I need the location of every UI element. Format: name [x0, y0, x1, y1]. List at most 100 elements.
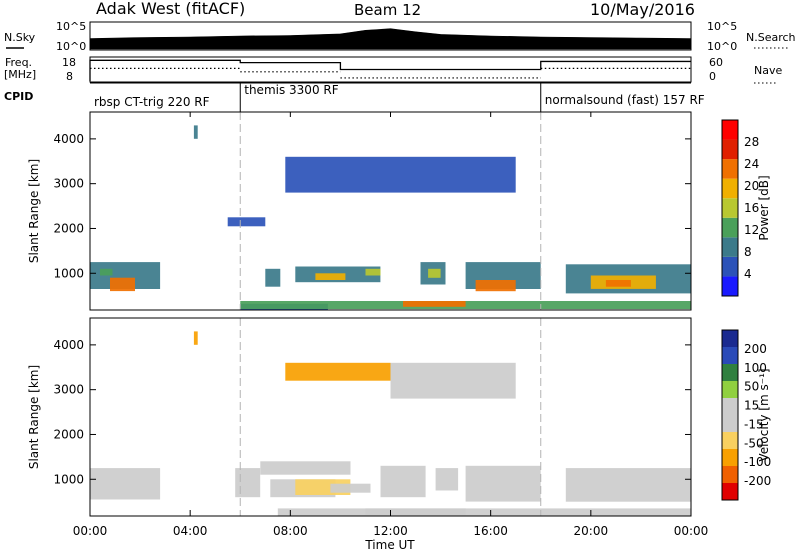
colorbar-swatch — [722, 381, 738, 398]
cpid-label: CPID — [4, 90, 33, 103]
colorbar-tick-label: 24 — [744, 157, 759, 171]
colorbar-swatch — [722, 483, 738, 500]
colorbar-swatch — [722, 449, 738, 466]
power-ylabel: Slant Range [km] — [27, 159, 41, 263]
beam-title: Beam 12 — [354, 1, 421, 19]
scatter-patch — [90, 468, 161, 500]
velocity-data — [90, 318, 691, 516]
colorbar-frame — [721, 329, 739, 501]
colorbar-tick-label: 200 — [744, 342, 767, 356]
time-axis: 00:00 04:00 08:00 12:00 16:00 20:00 00:00 — [73, 112, 709, 538]
colorbar-swatch — [722, 178, 738, 199]
scatter-patch — [285, 362, 391, 381]
freq-label: Freq. — [5, 56, 32, 69]
x-axis-label: Time UT — [364, 538, 415, 552]
colorbar-tick-label: 20 — [744, 179, 759, 193]
nsearch-tick-bottom: 10^0 — [707, 40, 737, 53]
colorbar-swatch — [722, 466, 738, 483]
velocity-colorbar: -200 -100 -50 -15 15 50 100 200 — [721, 329, 771, 501]
nsearch-label: N.Search — [746, 31, 796, 44]
nave-tick-top: 60 — [709, 56, 723, 69]
x-tick-label: 16:00 — [473, 524, 508, 538]
power-colorbar-label: Power [dB] — [757, 175, 771, 240]
colorbar-tick-label: 100 — [744, 361, 767, 375]
colorbar-swatch — [722, 237, 738, 257]
scatter-patch — [390, 362, 516, 399]
colorbar-swatch — [722, 432, 738, 449]
nsearch-tick-top: 10^5 — [707, 20, 737, 33]
scatter-patch — [365, 268, 381, 276]
scatter-patch — [428, 268, 441, 278]
scatter-patch — [330, 483, 371, 493]
colorbar-swatch — [722, 415, 738, 432]
colorbar-swatch — [722, 276, 738, 296]
scatter-patch — [365, 508, 466, 516]
freq-tick-top: 18 — [62, 56, 76, 69]
scatter-patch — [193, 331, 198, 345]
colorbar-tick-label: 4 — [744, 267, 752, 281]
velocity-ylabel: Slant Range [km] — [27, 365, 41, 469]
x-tick-label: 08:00 — [273, 524, 308, 538]
scatter-patch — [315, 273, 346, 280]
colorbar-tick-label: -100 — [744, 455, 771, 469]
colorbar-swatch — [722, 347, 738, 364]
colorbar-swatch — [722, 398, 738, 415]
scatter-patch — [240, 301, 692, 310]
nave-label: Nave — [754, 64, 782, 77]
colorbar-swatch — [722, 330, 738, 347]
scatter-patch — [435, 468, 459, 491]
scatter-patch — [465, 465, 541, 502]
colorbar-swatch — [722, 159, 738, 179]
scatter-patch — [380, 465, 426, 498]
x-tick-label: 04:00 — [173, 524, 208, 538]
scatter-patch — [265, 268, 281, 287]
x-tick-label: 00:00 — [674, 524, 709, 538]
colorbar-swatch — [722, 120, 738, 140]
scatter-patch — [235, 468, 261, 498]
nsky-label: N.Sky — [4, 31, 36, 44]
cpid-segment-rbsp: rbsp CT-trig 220 RF — [94, 95, 210, 109]
y-tick-label: 3000 — [53, 177, 84, 191]
station-title: Adak West (fitACF) — [96, 0, 245, 18]
nsky-trace — [89, 28, 692, 50]
scatter-patch — [260, 461, 351, 475]
colorbar-swatch — [722, 217, 738, 238]
x-tick-label: 20:00 — [574, 524, 609, 538]
scatter-patch — [100, 268, 113, 276]
y-tick-label: 4000 — [53, 338, 84, 352]
colorbar-tick-label: 50 — [744, 380, 759, 394]
scatter-patch — [110, 277, 135, 292]
velocity-panel: 1000 2000 3000 4000 Slant Range [km] -200 -1… — [27, 317, 771, 517]
scatter-patch — [565, 468, 691, 502]
colorbar-tick-label: -15 — [744, 417, 764, 431]
power-data — [90, 112, 692, 310]
colorbar-tick-label: 16 — [744, 201, 759, 215]
nsky-tick-bottom: 10^0 — [56, 40, 86, 53]
colorbar-tick-label: -50 — [744, 436, 764, 450]
colorbar-tick-label: -200 — [744, 474, 771, 488]
colorbar-tick-label: 12 — [744, 223, 759, 237]
cpid-segment-themis: themis 3300 RF — [244, 83, 338, 97]
freq-unit-label: [MHz] — [4, 68, 36, 81]
x-tick-label: 00:00 — [73, 524, 108, 538]
colorbar-frame — [721, 119, 739, 297]
y-tick-label: 2000 — [53, 427, 84, 441]
power-axis: 1000 2000 3000 4000 — [53, 132, 691, 280]
freq-trace — [89, 59, 691, 81]
y-tick-label: 2000 — [53, 221, 84, 235]
velocity-colorbar-label: Velocity [m s⁻¹] — [757, 368, 771, 461]
y-tick-label: 1000 — [53, 472, 84, 486]
scatter-patch — [403, 301, 466, 307]
y-tick-label: 3000 — [53, 383, 84, 397]
velocity-axis: 1000 2000 3000 4000 — [53, 338, 691, 486]
power-panel: 1000 2000 3000 4000 Slant Range [km] 4 8 12 16… — [27, 111, 771, 311]
scatter-patch — [285, 156, 516, 193]
y-tick-label: 4000 — [53, 132, 84, 146]
scatter-patch — [227, 217, 266, 227]
scatter-patch — [277, 508, 691, 516]
freq-tick-bottom: 8 — [66, 70, 73, 83]
colorbar-swatch — [722, 139, 738, 160]
colorbar-swatch — [722, 364, 738, 381]
nave-tick-bottom: 0 — [709, 70, 716, 83]
